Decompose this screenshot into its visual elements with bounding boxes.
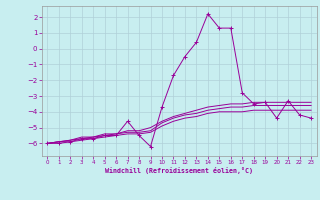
X-axis label: Windchill (Refroidissement éolien,°C): Windchill (Refroidissement éolien,°C): [105, 167, 253, 174]
